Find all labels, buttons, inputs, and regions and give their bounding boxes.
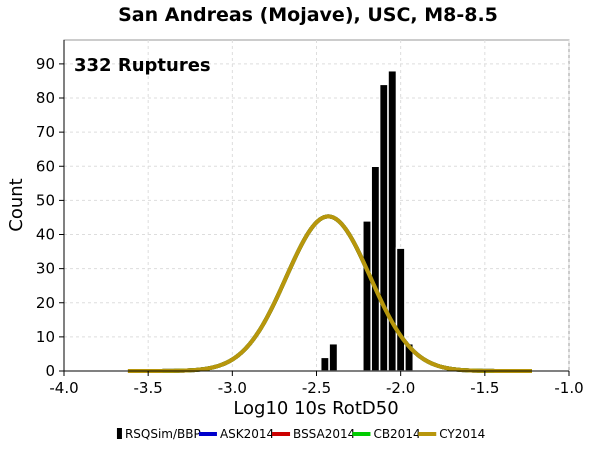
histogram-bar bbox=[362, 220, 372, 372]
x-tick-label: -1.0 bbox=[554, 379, 583, 397]
legend-item: ASK2014 bbox=[198, 427, 274, 441]
legend-label: BSSA2014 bbox=[293, 427, 355, 441]
histogram-bar bbox=[319, 356, 330, 372]
histogram-bar bbox=[378, 83, 389, 372]
chart-title: San Andreas (Mojave), USC, M8-8.5 bbox=[118, 4, 498, 26]
legend-label: CY2014 bbox=[439, 427, 485, 441]
x-tick-label: -2.0 bbox=[386, 379, 415, 397]
legend-swatch-bar bbox=[116, 428, 122, 439]
histogram-bar bbox=[395, 247, 406, 372]
legend-item: RSQSim/BBP bbox=[116, 427, 201, 441]
plot-area: -4.0 -3.5 -3.0 -2.5 -2.0 -1.5 -1.0 0 10 20 30 40 50 6… bbox=[36, 39, 584, 397]
x-tick-label: -3.0 bbox=[218, 379, 247, 397]
histogram-bar bbox=[328, 342, 339, 372]
x-axis-label: Log10 10s RotD50 bbox=[233, 398, 398, 419]
legend-item: CY2014 bbox=[418, 427, 485, 441]
x-tick-label: -4.0 bbox=[49, 379, 78, 397]
y-tick-label: 50 bbox=[36, 191, 55, 209]
y-tick-label: 40 bbox=[36, 226, 55, 244]
x-tick-label: -3.5 bbox=[134, 379, 163, 397]
legend-label: CB2014 bbox=[373, 427, 420, 441]
histogram-bar bbox=[370, 165, 381, 372]
y-tick-label: 80 bbox=[36, 89, 55, 107]
legend-item: BSSA2014 bbox=[272, 427, 355, 441]
y-tick-label: 0 bbox=[45, 362, 55, 380]
y-tick-label: 30 bbox=[36, 260, 55, 278]
x-tick-label: -2.5 bbox=[302, 379, 331, 397]
y-axis-label: Count bbox=[6, 178, 27, 231]
legend: RSQSim/BBP ASK2014 BSSA2014 CB2014 CY2014 bbox=[116, 427, 485, 441]
y-tick-label: 60 bbox=[36, 157, 55, 175]
legend-item: CB2014 bbox=[352, 427, 421, 441]
x-tick-label: -1.5 bbox=[470, 379, 499, 397]
y-tick-label: 20 bbox=[36, 294, 55, 312]
y-tick-label: 70 bbox=[36, 123, 55, 141]
legend-label: RSQSim/BBP bbox=[125, 427, 201, 441]
rupture-count-annotation: 332 Ruptures bbox=[74, 55, 211, 76]
y-tick-label: 10 bbox=[36, 328, 55, 346]
model-curves bbox=[127, 214, 533, 373]
axes: -4.0 -3.5 -3.0 -2.5 -2.0 -1.5 -1.0 0 10 20 30 40 50 6… bbox=[36, 40, 584, 397]
legend-label: ASK2014 bbox=[220, 427, 274, 441]
y-tick-label: 90 bbox=[36, 55, 55, 73]
curve-cy2014 bbox=[127, 214, 533, 373]
